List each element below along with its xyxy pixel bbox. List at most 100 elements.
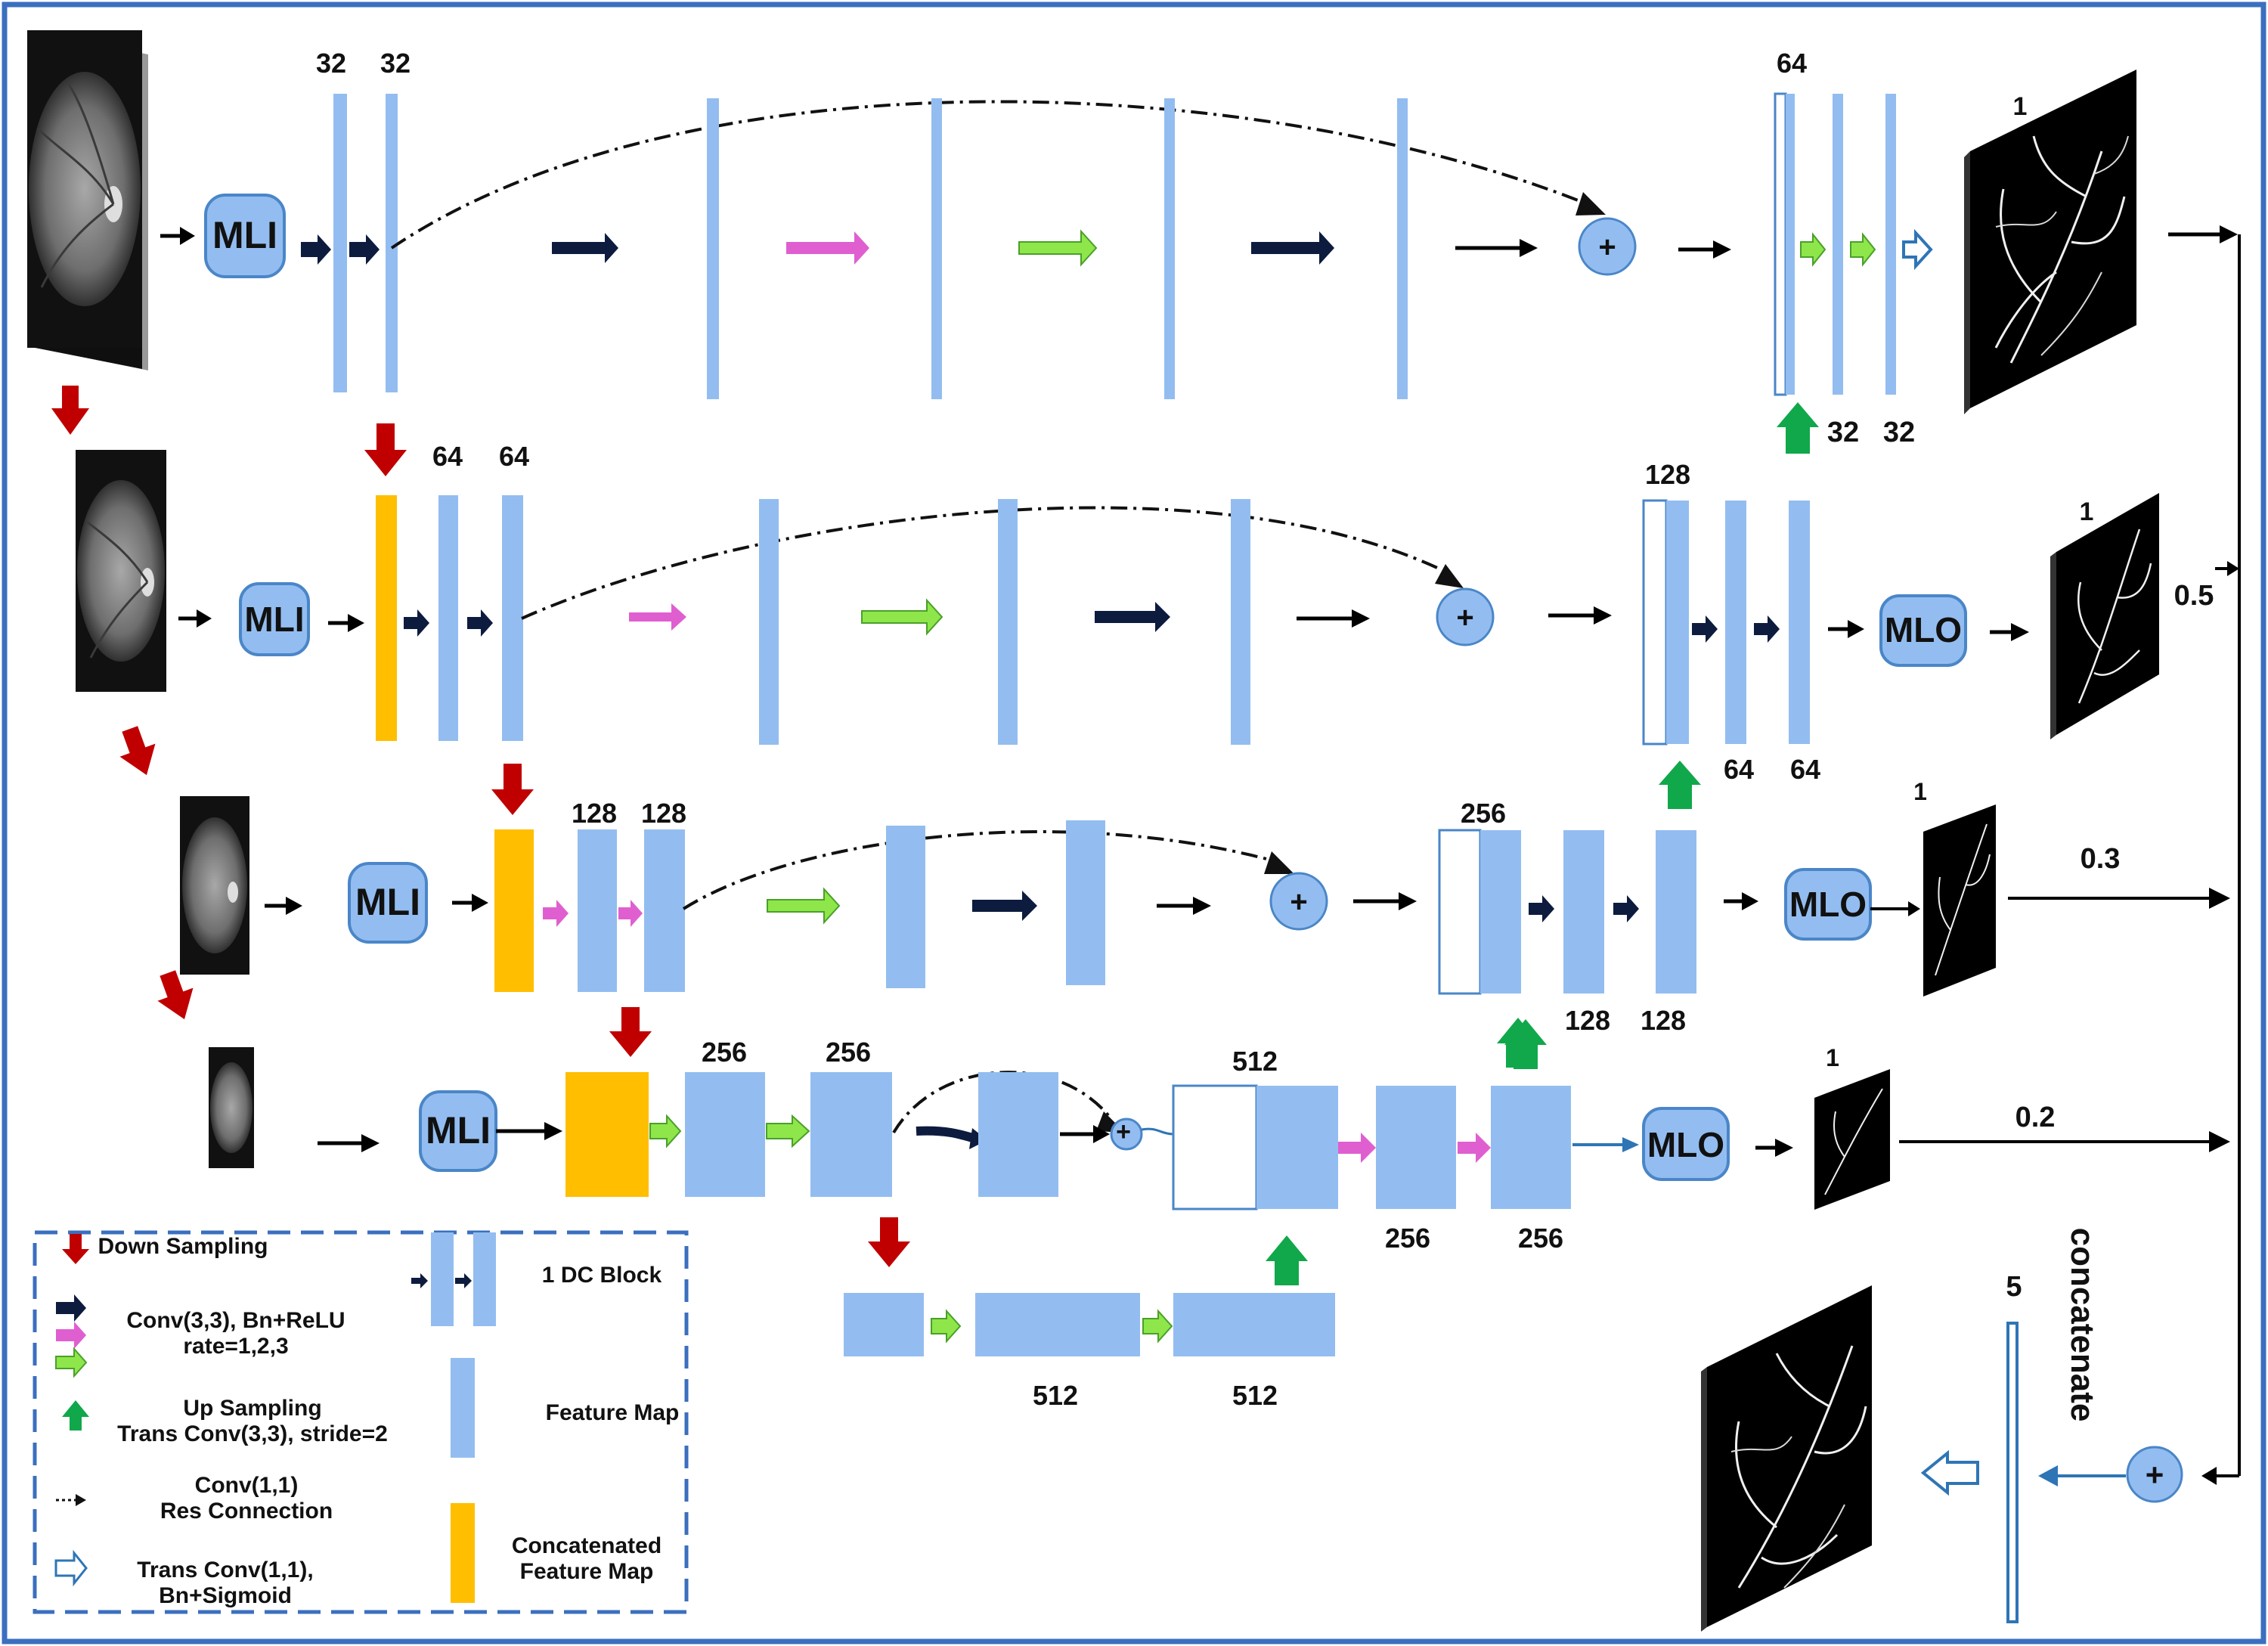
legend-conv-icon-magenta [56, 1322, 86, 1349]
legend-box [33, 1230, 689, 1614]
feature-map [1256, 1086, 1338, 1209]
channel-label: 256 [1518, 1223, 1563, 1254]
fundus-input-image-1 [27, 30, 148, 370]
legend-res-icon [76, 1494, 86, 1506]
final-vessel-output [1701, 1285, 1872, 1632]
legend-dc-block-map-1 [431, 1232, 454, 1326]
output-channel-label: 1 [1913, 778, 1927, 805]
feature-map [886, 826, 925, 988]
feature-map [844, 1293, 924, 1356]
channel-label: 512 [1232, 1380, 1278, 1411]
feature-map [386, 94, 398, 392]
legend-conv-icon-green [55, 1347, 88, 1378]
level-3: MLI 128 128 + 256 128 128 MLO [265, 764, 2230, 1068]
down-arrow [364, 423, 407, 476]
mlo-label-4: MLO [1647, 1125, 1724, 1164]
feature-map [975, 1293, 1140, 1356]
output-channel-label: 1 [2080, 498, 2094, 526]
mli-module-1 [204, 194, 286, 278]
concat-feature-5 [2006, 1322, 2019, 1623]
legend: Down Sampling Conv(3,3), Bn+ReLU rate=1,… [33, 1230, 689, 1614]
feature-map [1725, 501, 1746, 744]
output-channel-label: 1 [1826, 1044, 1839, 1071]
channel-label: 64 [1790, 754, 1820, 785]
feature-map [931, 98, 942, 399]
feature-map [1666, 501, 1689, 744]
add-node-final [2126, 1446, 2183, 1503]
down-arrow-input-1 [51, 386, 89, 435]
channel-label: 128 [1645, 459, 1690, 490]
legend-conv-icon [56, 1294, 86, 1322]
vessel-output-2 [2050, 493, 2159, 739]
feature-map [438, 495, 458, 741]
feature-map [1397, 98, 1408, 399]
fundus-input-image-4 [209, 1047, 254, 1168]
legend-down-sampling: Down Sampling [98, 1234, 268, 1259]
legend-concat-map-icon [451, 1503, 475, 1603]
down-arrow [868, 1217, 910, 1267]
channel-label: 32 [380, 48, 411, 79]
channel-label: 64 [499, 441, 529, 472]
feature-map [1656, 830, 1696, 993]
add-node-3 [1269, 872, 1328, 931]
channel-label: 64 [432, 441, 463, 472]
weight-label-4: 0.2 [2015, 1102, 2056, 1133]
legend-feature-map: Feature Map [546, 1400, 680, 1425]
concat-slot [1774, 92, 1787, 396]
feature-map [998, 499, 1018, 745]
mlo-module-4 [1642, 1107, 1730, 1181]
add-node-2 [1436, 587, 1495, 646]
down-arrow [491, 764, 534, 815]
add-node-1 [1578, 217, 1637, 276]
level-2: MLI 64 64 + 128 64 64 [178, 423, 2239, 809]
channel-label: 512 [1232, 1046, 1278, 1077]
up-arrow-4 [1504, 1019, 1547, 1069]
feature-map [578, 829, 617, 992]
legend-conv33-rate: rate=1,2,3 [183, 1334, 288, 1359]
feature-map [1789, 501, 1810, 744]
feature-map [1491, 1086, 1571, 1209]
feature-map [1173, 1293, 1335, 1356]
channel-label: 256 [702, 1037, 747, 1068]
channel-label: 32 [316, 48, 346, 79]
feature-map [685, 1072, 765, 1197]
bottleneck: 512 512 [844, 1217, 1335, 1411]
channel-label: 256 [1461, 798, 1506, 829]
channel-label: 128 [641, 798, 686, 829]
legend-bn-sigmoid: Bn+Sigmoid [159, 1583, 292, 1608]
mlo-label-2: MLO [1885, 610, 1962, 649]
feature-map [1885, 94, 1896, 395]
output-channel-label: 1 [2013, 92, 2028, 121]
feature-map [1480, 830, 1521, 993]
feature-map [644, 829, 685, 992]
feature-map [1786, 94, 1795, 395]
channel-label: 256 [1385, 1223, 1430, 1254]
res-connection-3 [682, 830, 1278, 910]
final-fusion: + 5 concatenate [1701, 1228, 2183, 1632]
feature-map [1376, 1086, 1456, 1209]
legend-trans-icon [54, 1549, 88, 1587]
mlo-module-2 [1879, 594, 1967, 667]
vessel-output-4 [1814, 1069, 1890, 1210]
feature-map [1164, 98, 1175, 399]
channel-label: 128 [1565, 1005, 1610, 1036]
trans-conv-arrow [1920, 1449, 1979, 1496]
channel-label: 5 [2006, 1271, 2022, 1303]
channel-label: 512 [1033, 1380, 1078, 1411]
concatenated-feature-map [376, 495, 397, 741]
fundus-input-image-2 [76, 450, 166, 692]
legend-up-sampling: Up Sampling [183, 1396, 321, 1421]
mlo-label-3: MLO [1789, 885, 1867, 924]
legend-trans-conv11: Trans Conv(1,1), [137, 1558, 313, 1582]
concatenated-feature-map [565, 1072, 649, 1197]
feature-map [502, 495, 523, 741]
up-arrow-1 [1777, 402, 1819, 454]
mli-label-4: MLI [426, 1109, 491, 1152]
legend-res-connection: Res Connection [160, 1499, 333, 1524]
channel-label: 128 [1641, 1005, 1686, 1036]
legend-dc-block: 1 DC Block [542, 1263, 662, 1288]
concat-slot [1172, 1084, 1258, 1210]
mli-label-1: MLI [212, 214, 277, 256]
concat-slot [1642, 499, 1668, 746]
